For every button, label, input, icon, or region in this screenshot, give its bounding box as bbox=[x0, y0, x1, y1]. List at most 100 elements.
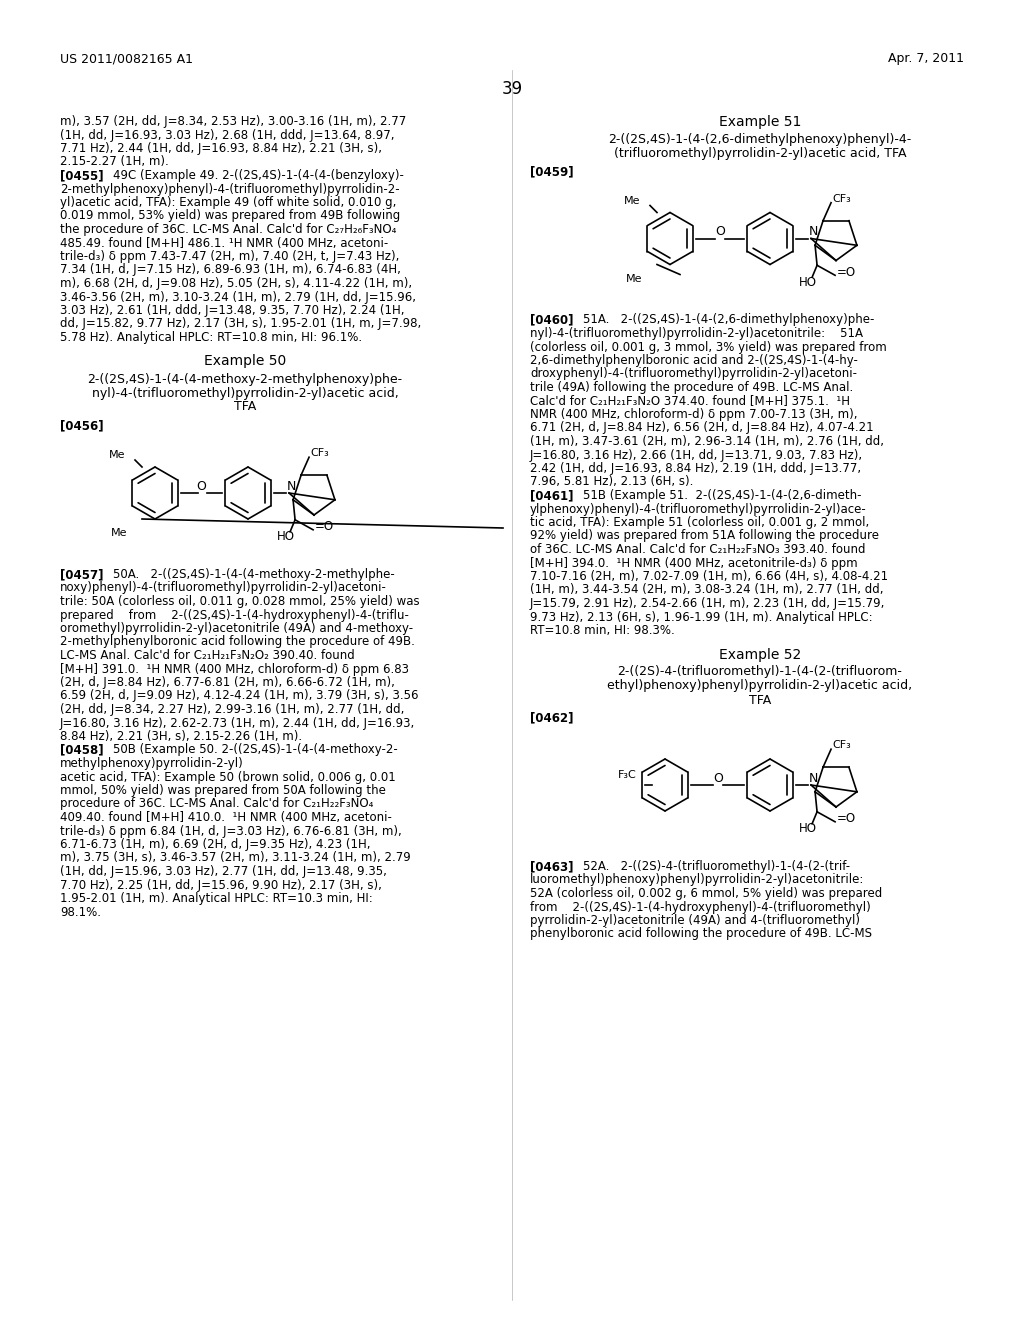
Text: J=15.79, 2.91 Hz), 2.54-2.66 (1H, m), 2.23 (1H, dd, J=15.79,: J=15.79, 2.91 Hz), 2.54-2.66 (1H, m), 2.… bbox=[530, 597, 886, 610]
Text: the procedure of 36C. LC-MS Anal. Calc'd for C₂₇H₂₆F₃NO₄: the procedure of 36C. LC-MS Anal. Calc'd… bbox=[60, 223, 396, 236]
Text: Example 50: Example 50 bbox=[204, 355, 286, 368]
Text: dd, J=15.82, 9.77 Hz), 2.17 (3H, s), 1.95-2.01 (1H, m, J=7.98,: dd, J=15.82, 9.77 Hz), 2.17 (3H, s), 1.9… bbox=[60, 318, 421, 330]
Text: nyl)-4-(trifluoromethyl)pyrrolidin-2-yl)acetonitrile:    51A: nyl)-4-(trifluoromethyl)pyrrolidin-2-yl)… bbox=[530, 327, 863, 341]
Text: mmol, 50% yield) was prepared from 50A following the: mmol, 50% yield) was prepared from 50A f… bbox=[60, 784, 386, 797]
Text: 51B (Example 51.  2-((2S,4S)-1-(4-(2,6-dimeth-: 51B (Example 51. 2-((2S,4S)-1-(4-(2,6-di… bbox=[568, 488, 861, 502]
Text: acetic acid, TFA): Example 50 (brown solid, 0.006 g, 0.01: acetic acid, TFA): Example 50 (brown sol… bbox=[60, 771, 395, 784]
Text: 39: 39 bbox=[502, 81, 522, 98]
Text: [0462]: [0462] bbox=[530, 711, 573, 725]
Text: Example 52: Example 52 bbox=[719, 648, 801, 661]
Text: LC-MS Anal. Calc'd for C₂₁H₂₁F₃N₂O₂ 390.40. found: LC-MS Anal. Calc'd for C₂₁H₂₁F₃N₂O₂ 390.… bbox=[60, 649, 354, 663]
Text: HO: HO bbox=[799, 822, 817, 836]
Text: =O: =O bbox=[837, 265, 856, 279]
Text: of 36C. LC-MS Anal. Calc'd for C₂₁H₂₂F₃NO₃ 393.40. found: of 36C. LC-MS Anal. Calc'd for C₂₁H₂₂F₃N… bbox=[530, 543, 865, 556]
Text: 52A (colorless oil, 0.002 g, 6 mmol, 5% yield) was prepared: 52A (colorless oil, 0.002 g, 6 mmol, 5% … bbox=[530, 887, 883, 900]
Text: CF₃: CF₃ bbox=[833, 194, 851, 203]
Text: 2.15-2.27 (1H, m).: 2.15-2.27 (1H, m). bbox=[60, 156, 169, 169]
Text: 2-((2S,4S)-1-(4-(2,6-dimethylphenoxy)phenyl)-4-: 2-((2S,4S)-1-(4-(2,6-dimethylphenoxy)phe… bbox=[608, 133, 911, 147]
Text: 7.10-7.16 (2H, m), 7.02-7.09 (1H, m), 6.66 (4H, s), 4.08-4.21: 7.10-7.16 (2H, m), 7.02-7.09 (1H, m), 6.… bbox=[530, 570, 888, 583]
Text: (2H, dd, J=8.34, 2.27 Hz), 2.99-3.16 (1H, m), 2.77 (1H, dd,: (2H, dd, J=8.34, 2.27 Hz), 2.99-3.16 (1H… bbox=[60, 704, 404, 715]
Text: O: O bbox=[713, 771, 723, 784]
Text: 7.34 (1H, d, J=7.15 Hz), 6.89-6.93 (1H, m), 6.74-6.83 (4H,: 7.34 (1H, d, J=7.15 Hz), 6.89-6.93 (1H, … bbox=[60, 264, 400, 276]
Text: procedure of 36C. LC-MS Anal. Calc'd for C₂₁H₂₂F₃NO₄: procedure of 36C. LC-MS Anal. Calc'd for… bbox=[60, 797, 374, 810]
Text: 6.71-6.73 (1H, m), 6.69 (2H, d, J=9.35 Hz), 4.23 (1H,: 6.71-6.73 (1H, m), 6.69 (2H, d, J=9.35 H… bbox=[60, 838, 371, 851]
Text: 52A.   2-((2S)-4-(trifluoromethyl)-1-(4-(2-(trif-: 52A. 2-((2S)-4-(trifluoromethyl)-1-(4-(2… bbox=[568, 861, 850, 873]
Text: HO: HO bbox=[799, 276, 817, 289]
Text: m), 3.57 (2H, dd, J=8.34, 2.53 Hz), 3.00-3.16 (1H, m), 2.77: m), 3.57 (2H, dd, J=8.34, 2.53 Hz), 3.00… bbox=[60, 115, 407, 128]
Text: 6.71 (2H, d, J=8.84 Hz), 6.56 (2H, d, J=8.84 Hz), 4.07-4.21: 6.71 (2H, d, J=8.84 Hz), 6.56 (2H, d, J=… bbox=[530, 421, 873, 434]
Text: trile: 50A (colorless oil, 0.011 g, 0.028 mmol, 25% yield) was: trile: 50A (colorless oil, 0.011 g, 0.02… bbox=[60, 595, 420, 609]
Text: [0459]: [0459] bbox=[530, 165, 573, 178]
Text: 485.49. found [M+H] 486.1. ¹H NMR (400 MHz, acetoni-: 485.49. found [M+H] 486.1. ¹H NMR (400 M… bbox=[60, 236, 388, 249]
Text: 1.95-2.01 (1H, m). Analytical HPLC: RT=10.3 min, HI:: 1.95-2.01 (1H, m). Analytical HPLC: RT=1… bbox=[60, 892, 373, 906]
Text: 409.40. found [M+H] 410.0.  ¹H NMR (400 MHz, acetoni-: 409.40. found [M+H] 410.0. ¹H NMR (400 M… bbox=[60, 810, 392, 824]
Text: [0461]: [0461] bbox=[530, 488, 573, 502]
Text: [M+H] 391.0.  ¹H NMR (400 MHz, chloroform-d) δ ppm 6.83: [M+H] 391.0. ¹H NMR (400 MHz, chloroform… bbox=[60, 663, 409, 676]
Text: 3.46-3.56 (2H, m), 3.10-3.24 (1H, m), 2.79 (1H, dd, J=15.96,: 3.46-3.56 (2H, m), 3.10-3.24 (1H, m), 2.… bbox=[60, 290, 416, 304]
Text: 2.42 (1H, dd, J=16.93, 8.84 Hz), 2.19 (1H, ddd, J=13.77,: 2.42 (1H, dd, J=16.93, 8.84 Hz), 2.19 (1… bbox=[530, 462, 861, 475]
Text: Me: Me bbox=[109, 450, 125, 459]
Text: 5.78 Hz). Analytical HPLC: RT=10.8 min, HI: 96.1%.: 5.78 Hz). Analytical HPLC: RT=10.8 min, … bbox=[60, 331, 362, 345]
Text: 2-((2S,4S)-1-(4-(4-methoxy-2-methylphenoxy)phe-: 2-((2S,4S)-1-(4-(4-methoxy-2-methylpheno… bbox=[87, 372, 402, 385]
Text: 0.019 mmol, 53% yield) was prepared from 49B following: 0.019 mmol, 53% yield) was prepared from… bbox=[60, 210, 400, 223]
Text: Me: Me bbox=[624, 195, 640, 206]
Text: [0455]: [0455] bbox=[60, 169, 103, 182]
Text: (1H, m), 3.44-3.54 (2H, m), 3.08-3.24 (1H, m), 2.77 (1H, dd,: (1H, m), 3.44-3.54 (2H, m), 3.08-3.24 (1… bbox=[530, 583, 884, 597]
Text: (colorless oil, 0.001 g, 3 mmol, 3% yield) was prepared from: (colorless oil, 0.001 g, 3 mmol, 3% yiel… bbox=[530, 341, 887, 354]
Text: [0457]: [0457] bbox=[60, 568, 103, 581]
Text: RT=10.8 min, HI: 98.3%.: RT=10.8 min, HI: 98.3%. bbox=[530, 624, 675, 638]
Text: 8.84 Hz), 2.21 (3H, s), 2.15-2.26 (1H, m).: 8.84 Hz), 2.21 (3H, s), 2.15-2.26 (1H, m… bbox=[60, 730, 302, 743]
Text: pyrrolidin-2-yl)acetonitrile (49A) and 4-(trifluoromethyl): pyrrolidin-2-yl)acetonitrile (49A) and 4… bbox=[530, 913, 860, 927]
Text: CF₃: CF₃ bbox=[310, 449, 329, 458]
Text: Apr. 7, 2011: Apr. 7, 2011 bbox=[888, 51, 964, 65]
Text: O: O bbox=[715, 224, 725, 238]
Text: 49C (Example 49. 2-((2S,4S)-1-(4-(4-(benzyloxy)-: 49C (Example 49. 2-((2S,4S)-1-(4-(4-(ben… bbox=[98, 169, 403, 182]
Text: (1H, dd, J=15.96, 3.03 Hz), 2.77 (1H, dd, J=13.48, 9.35,: (1H, dd, J=15.96, 3.03 Hz), 2.77 (1H, dd… bbox=[60, 865, 387, 878]
Text: from    2-((2S,4S)-1-(4-hydroxyphenyl)-4-(trifluoromethyl): from 2-((2S,4S)-1-(4-hydroxyphenyl)-4-(t… bbox=[530, 900, 870, 913]
Text: 98.1%.: 98.1%. bbox=[60, 906, 101, 919]
Text: 3.03 Hz), 2.61 (1H, ddd, J=13.48, 9.35, 7.70 Hz), 2.24 (1H,: 3.03 Hz), 2.61 (1H, ddd, J=13.48, 9.35, … bbox=[60, 304, 404, 317]
Text: 2-methylphenylboronic acid following the procedure of 49B.: 2-methylphenylboronic acid following the… bbox=[60, 635, 415, 648]
Text: [0458]: [0458] bbox=[60, 743, 103, 756]
Text: droxyphenyl)-4-(trifluoromethyl)pyrrolidin-2-yl)acetoni-: droxyphenyl)-4-(trifluoromethyl)pyrrolid… bbox=[530, 367, 857, 380]
Text: N: N bbox=[287, 479, 296, 492]
Text: nyl)-4-(trifluoromethyl)pyrrolidin-2-yl)acetic acid,: nyl)-4-(trifluoromethyl)pyrrolidin-2-yl)… bbox=[91, 387, 398, 400]
Text: [0460]: [0460] bbox=[530, 314, 573, 326]
Text: =O: =O bbox=[315, 520, 334, 533]
Text: 6.59 (2H, d, J=9.09 Hz), 4.12-4.24 (1H, m), 3.79 (3H, s), 3.56: 6.59 (2H, d, J=9.09 Hz), 4.12-4.24 (1H, … bbox=[60, 689, 419, 702]
Text: ethyl)phenoxy)phenyl)pyrrolidin-2-yl)acetic acid,: ethyl)phenoxy)phenyl)pyrrolidin-2-yl)ace… bbox=[607, 680, 912, 693]
Text: CF₃: CF₃ bbox=[833, 741, 851, 750]
Text: tic acid, TFA): Example 51 (colorless oil, 0.001 g, 2 mmol,: tic acid, TFA): Example 51 (colorless oi… bbox=[530, 516, 869, 529]
Text: N: N bbox=[809, 224, 818, 238]
Text: m), 6.68 (2H, d, J=9.08 Hz), 5.05 (2H, s), 4.11-4.22 (1H, m),: m), 6.68 (2H, d, J=9.08 Hz), 5.05 (2H, s… bbox=[60, 277, 412, 290]
Text: trile (49A) following the procedure of 49B. LC-MS Anal.: trile (49A) following the procedure of 4… bbox=[530, 381, 853, 393]
Text: N: N bbox=[809, 771, 818, 784]
Text: [0463]: [0463] bbox=[530, 861, 573, 873]
Text: trile-d₃) δ ppm 7.43-7.47 (2H, m), 7.40 (2H, t, J=7.43 Hz),: trile-d₃) δ ppm 7.43-7.47 (2H, m), 7.40 … bbox=[60, 249, 399, 263]
Text: yl)acetic acid, TFA): Example 49 (off white solid, 0.010 g,: yl)acetic acid, TFA): Example 49 (off wh… bbox=[60, 195, 396, 209]
Text: US 2011/0082165 A1: US 2011/0082165 A1 bbox=[60, 51, 193, 65]
Text: methylphenoxy)pyrrolidin-2-yl): methylphenoxy)pyrrolidin-2-yl) bbox=[60, 756, 244, 770]
Text: O: O bbox=[197, 479, 207, 492]
Text: phenylboronic acid following the procedure of 49B. LC-MS: phenylboronic acid following the procedu… bbox=[530, 928, 872, 940]
Text: 50B (Example 50. 2-((2S,4S)-1-(4-(4-methoxy-2-: 50B (Example 50. 2-((2S,4S)-1-(4-(4-meth… bbox=[98, 743, 397, 756]
Text: 7.71 Hz), 2.44 (1H, dd, J=16.93, 8.84 Hz), 2.21 (3H, s),: 7.71 Hz), 2.44 (1H, dd, J=16.93, 8.84 Hz… bbox=[60, 143, 382, 154]
Text: Me: Me bbox=[111, 528, 127, 539]
Text: prepared    from    2-((2S,4S)-1-(4-hydroxyphenyl)-4-(triflu-: prepared from 2-((2S,4S)-1-(4-hydroxyphe… bbox=[60, 609, 409, 622]
Text: Example 51: Example 51 bbox=[719, 115, 801, 129]
Text: 51A.   2-((2S,4S)-1-(4-(2,6-dimethylphenoxy)phe-: 51A. 2-((2S,4S)-1-(4-(2,6-dimethylphenox… bbox=[568, 314, 874, 326]
Text: noxy)phenyl)-4-(trifluoromethyl)pyrrolidin-2-yl)acetoni-: noxy)phenyl)-4-(trifluoromethyl)pyrrolid… bbox=[60, 582, 387, 594]
Text: F₃C: F₃C bbox=[618, 770, 637, 780]
Text: ylphenoxy)phenyl)-4-(trifluoromethyl)pyrrolidin-2-yl)ace-: ylphenoxy)phenyl)-4-(trifluoromethyl)pyr… bbox=[530, 503, 866, 516]
Text: 92% yield) was prepared from 51A following the procedure: 92% yield) was prepared from 51A followi… bbox=[530, 529, 879, 543]
Text: (1H, dd, J=16.93, 3.03 Hz), 2.68 (1H, ddd, J=13.64, 8.97,: (1H, dd, J=16.93, 3.03 Hz), 2.68 (1H, dd… bbox=[60, 128, 394, 141]
Text: (1H, m), 3.47-3.61 (2H, m), 2.96-3.14 (1H, m), 2.76 (1H, dd,: (1H, m), 3.47-3.61 (2H, m), 2.96-3.14 (1… bbox=[530, 436, 884, 447]
Text: TFA: TFA bbox=[749, 693, 771, 706]
Text: 2,6-dimethylphenylboronic acid and 2-((2S,4S)-1-(4-hy-: 2,6-dimethylphenylboronic acid and 2-((2… bbox=[530, 354, 858, 367]
Text: Me: Me bbox=[626, 273, 642, 284]
Text: HO: HO bbox=[278, 531, 295, 544]
Text: TFA: TFA bbox=[233, 400, 256, 413]
Text: (2H, d, J=8.84 Hz), 6.77-6.81 (2H, m), 6.66-6.72 (1H, m),: (2H, d, J=8.84 Hz), 6.77-6.81 (2H, m), 6… bbox=[60, 676, 395, 689]
Text: J=16.80, 3.16 Hz), 2.62-2.73 (1H, m), 2.44 (1H, dd, J=16.93,: J=16.80, 3.16 Hz), 2.62-2.73 (1H, m), 2.… bbox=[60, 717, 416, 730]
Text: =O: =O bbox=[837, 812, 856, 825]
